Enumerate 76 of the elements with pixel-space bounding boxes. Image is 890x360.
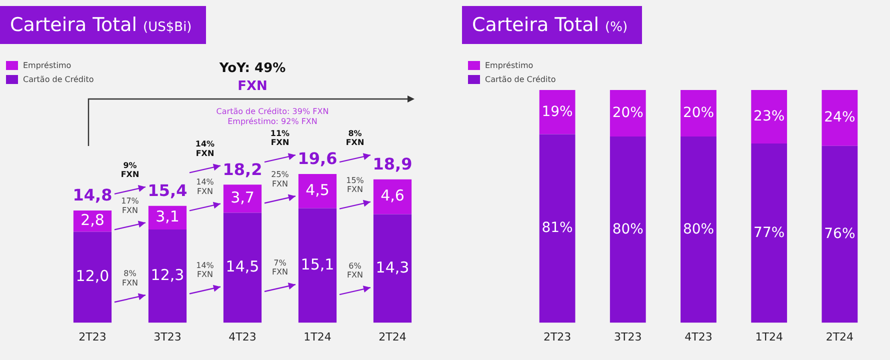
chart-title: Carteira Total (US$Bi) xyxy=(0,6,206,44)
bar xyxy=(680,136,716,323)
total-label: 15,4 xyxy=(148,181,188,200)
bar xyxy=(373,179,412,214)
text: 14% FXN xyxy=(195,140,215,158)
x-tick-label: 1T24 xyxy=(755,330,783,344)
data-label: 3,1 xyxy=(156,208,180,226)
annotation: 25% FXN xyxy=(271,170,290,188)
legend-label: Empréstimo xyxy=(22,60,72,72)
bar xyxy=(751,90,788,144)
total-label: 14,8 xyxy=(72,186,112,205)
annotation: 14% FXN xyxy=(196,260,214,279)
text: FXN xyxy=(238,79,268,94)
bar xyxy=(751,144,788,323)
total-label: 19,6 xyxy=(298,149,338,168)
text: 11% FXN xyxy=(270,129,290,148)
data-label: 4,6 xyxy=(380,186,404,205)
text: Cartão de Crédito: 39% FXN xyxy=(216,107,329,116)
legend-label: Cartão de Crédito xyxy=(22,74,94,86)
data-label: 14,5 xyxy=(226,258,260,276)
legend-label: Cartão de Crédito xyxy=(484,74,556,86)
annotation: 9% FXN xyxy=(120,160,140,180)
total-label: 18,9 xyxy=(372,154,412,174)
bar xyxy=(373,214,412,323)
bar xyxy=(298,174,337,208)
bar xyxy=(610,90,646,137)
chart-title: Carteira Total (%) xyxy=(462,6,642,44)
data-label: 23% xyxy=(754,108,785,124)
data-label: 12,0 xyxy=(76,267,110,286)
annotation: 14% FXN xyxy=(196,178,214,196)
annotation: 6% FXN xyxy=(346,262,364,280)
total-label: 18,2 xyxy=(222,160,262,179)
x-tick-label: 3T23 xyxy=(154,330,182,344)
x-tick-label: 2T23 xyxy=(78,330,106,344)
x-tick-label: 2T24 xyxy=(826,330,854,344)
x-tick-label: 4T23 xyxy=(684,330,712,344)
bar xyxy=(822,90,858,146)
annotation: 8% FXN xyxy=(122,269,138,288)
bar xyxy=(298,208,337,323)
bar xyxy=(148,229,187,323)
bar xyxy=(610,136,646,323)
data-label: 81% xyxy=(542,220,573,236)
bar xyxy=(223,184,262,213)
data-label: 76% xyxy=(824,226,856,242)
bar xyxy=(680,90,716,137)
legend-label: Empréstimo xyxy=(484,60,534,72)
text: YoY: 49% xyxy=(218,61,286,76)
text: 8% FXN xyxy=(346,129,364,148)
bar xyxy=(539,134,576,323)
x-tick-label: 2T24 xyxy=(378,330,406,344)
bar xyxy=(73,232,112,323)
bar xyxy=(223,212,262,323)
data-label: 20% xyxy=(612,104,644,121)
data-label: 80% xyxy=(682,221,714,238)
x-tick-label: 1T24 xyxy=(304,330,332,344)
bar xyxy=(539,90,576,134)
data-label: 2,8 xyxy=(80,210,104,229)
bar xyxy=(822,146,858,323)
x-tick-label: 4T23 xyxy=(228,330,256,344)
data-label: 80% xyxy=(612,221,644,238)
data-label: 4,5 xyxy=(306,181,330,200)
data-label: 24% xyxy=(824,110,856,126)
data-label: 14,3 xyxy=(376,258,410,276)
annotation: 7% FXN xyxy=(272,258,288,277)
annotation: 15% FXN xyxy=(346,176,364,194)
annotation: 17% FXN xyxy=(121,196,140,215)
data-label: 15,1 xyxy=(300,255,334,274)
x-tick-label: 3T23 xyxy=(614,330,642,344)
text: Empréstimo: 92% FXN xyxy=(228,117,318,126)
data-label: 19% xyxy=(542,104,573,120)
x-tick-label: 2T23 xyxy=(543,330,572,344)
bar xyxy=(148,206,187,230)
data-label: 20% xyxy=(682,104,714,121)
data-label: 77% xyxy=(754,224,785,241)
data-label: 3,7 xyxy=(230,188,254,207)
data-label: 12,3 xyxy=(150,266,184,284)
